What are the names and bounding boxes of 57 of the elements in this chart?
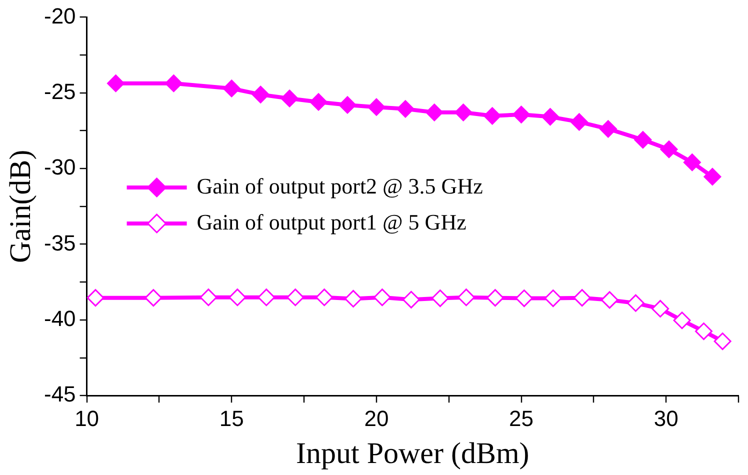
point (600, 291, 618, 309)
legend-label: Gain of output port1 @ 5 GHz (196, 209, 467, 234)
point (164, 74, 182, 92)
point (512, 106, 530, 124)
point (431, 290, 449, 308)
y-tick-label: -45 (44, 382, 76, 407)
point (310, 93, 328, 111)
legend-label: Gain of output port2 @ 3.5 GHz (196, 173, 484, 198)
point (252, 86, 270, 104)
point (544, 290, 562, 308)
point (541, 108, 559, 126)
y-tick-label: -25 (44, 78, 76, 104)
x-tick-label: 20 (364, 406, 389, 431)
point (200, 288, 218, 306)
x-tick-label: 25 (509, 406, 534, 431)
point (486, 289, 504, 307)
point (316, 288, 334, 306)
point (222, 80, 240, 98)
point (673, 312, 691, 330)
point (402, 290, 420, 308)
point (258, 288, 276, 306)
point (368, 98, 386, 116)
point (228, 288, 246, 306)
y-tick-label: -20 (44, 3, 76, 28)
point (454, 104, 472, 122)
y-tick-label: -40 (44, 306, 76, 331)
point (107, 74, 125, 92)
point (599, 120, 617, 138)
point (426, 104, 444, 122)
point (286, 288, 304, 306)
point (338, 96, 356, 114)
point (570, 113, 588, 131)
point (626, 294, 644, 312)
point (144, 289, 162, 307)
y-axis-title: Gain(dB) (4, 150, 37, 264)
y-tick-label: -30 (44, 154, 76, 180)
point (704, 168, 722, 186)
x-tick-label: 30 (654, 406, 678, 431)
point (280, 90, 298, 108)
point (573, 289, 591, 307)
point (515, 290, 533, 308)
y-tick-label: -35 (44, 230, 76, 256)
point (396, 100, 414, 118)
point (694, 322, 712, 340)
point (344, 290, 362, 308)
point (660, 140, 678, 158)
x-tick-label: 15 (219, 406, 244, 431)
point (457, 288, 475, 306)
x-tick-label: 10 (74, 406, 100, 431)
point (714, 332, 732, 350)
x-axis-title: Input Power (dBm) (296, 436, 530, 470)
point (652, 300, 670, 318)
point (634, 131, 652, 149)
point (484, 107, 502, 125)
point (373, 288, 391, 306)
point (683, 154, 701, 172)
point (86, 289, 104, 307)
